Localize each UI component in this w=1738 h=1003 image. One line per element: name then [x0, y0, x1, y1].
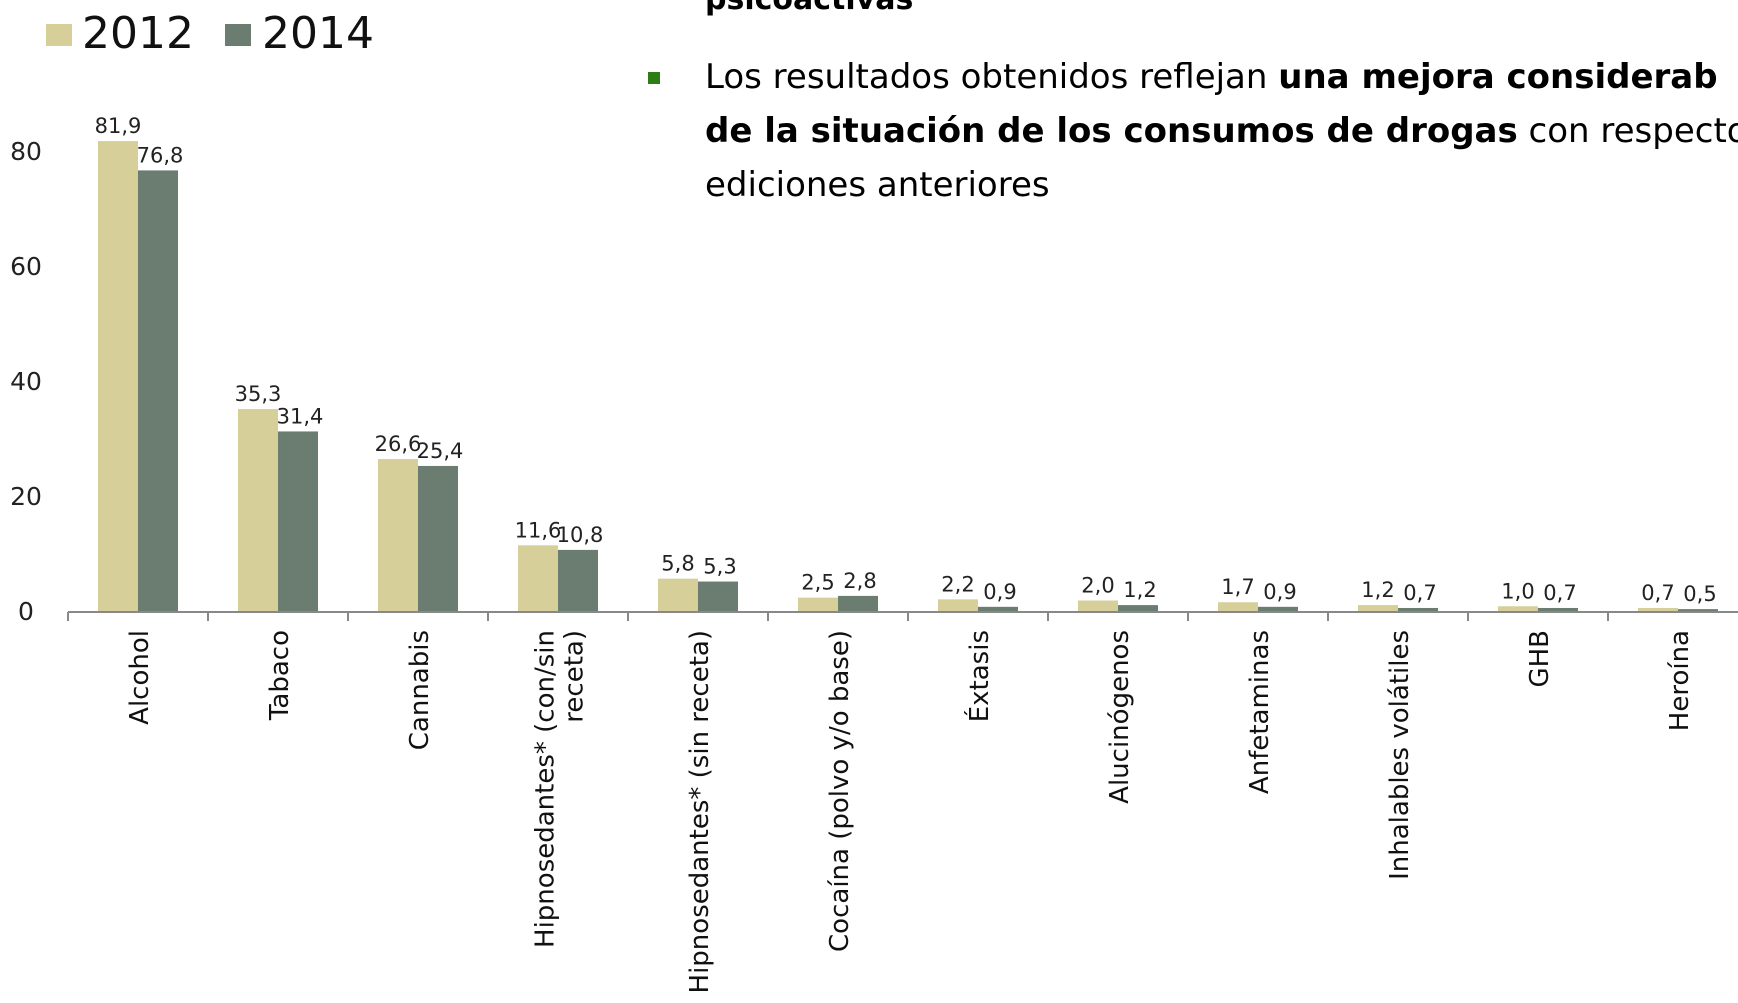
bullet-line-3-normal: ediciones anteriores — [705, 165, 1050, 205]
y-tick-label-80: 80 — [10, 137, 42, 166]
data-label-2012-11: 0,7 — [1641, 581, 1674, 605]
data-label-2014-8: 0,9 — [1263, 580, 1296, 604]
x-category-label-7-line-0: Alucinógenos — [1105, 630, 1135, 804]
bar-2014-7 — [1118, 605, 1158, 612]
x-category-label-11-line-0: Heroína — [1665, 630, 1695, 731]
x-category-label-8-line-0: Anfetaminas — [1245, 630, 1275, 794]
data-label-2014-4: 5,3 — [703, 555, 736, 579]
data-label-2014-7: 1,2 — [1123, 578, 1156, 602]
data-label-2014-3: 10,8 — [557, 523, 604, 547]
y-tick-label-20: 20 — [10, 482, 42, 511]
bar-2012-7 — [1078, 600, 1118, 612]
y-tick-label-0: 0 — [18, 597, 34, 626]
data-label-2012-3: 11,6 — [515, 518, 562, 542]
x-category-label-3-line-1: receta) — [560, 630, 590, 723]
x-category-label-0: Alcohol — [125, 630, 155, 725]
data-label-2014-5: 2,8 — [843, 569, 876, 593]
x-category-label-9: Inhalables volátiles — [1385, 630, 1415, 880]
bar-2012-9 — [1358, 605, 1398, 612]
x-category-label-0-line-0: Alcohol — [125, 630, 155, 725]
bar-2014-11 — [1678, 609, 1718, 612]
data-label-2012-10: 1,0 — [1501, 579, 1534, 603]
x-category-label-10-line-0: GHB — [1525, 630, 1555, 688]
bar-2012-1 — [238, 409, 278, 612]
bar-2014-10 — [1538, 607, 1578, 612]
bar-2014-3 — [558, 549, 598, 612]
bar-2012-2 — [378, 459, 418, 612]
x-category-label-1: Tabaco — [265, 630, 295, 721]
bullet-line-1-bold: una mejora considerab — [1278, 57, 1718, 97]
legend-swatch-2014 — [225, 24, 251, 46]
x-category-label-1-line-0: Tabaco — [265, 630, 295, 721]
data-label-2014-9: 0,7 — [1403, 581, 1436, 605]
x-category-label-6: Éxtasis — [963, 630, 995, 722]
data-label-2014-0: 76,8 — [137, 143, 184, 167]
x-category-label-5-line-0: Cocaína (polvo y/o base) — [825, 630, 855, 952]
bar-2012-6 — [938, 599, 978, 612]
y-tick-label-40: 40 — [10, 367, 42, 396]
data-label-2014-10: 0,7 — [1543, 581, 1576, 605]
data-label-2012-1: 35,3 — [235, 382, 282, 406]
x-category-label-2-line-0: Cannabis — [405, 630, 435, 750]
y-tick-label-60: 60 — [10, 252, 42, 281]
bar-2012-11 — [1638, 607, 1678, 612]
data-label-2012-2: 26,6 — [375, 432, 422, 456]
bar-2012-8 — [1218, 602, 1258, 612]
x-category-label-6-line-0: Éxtasis — [963, 630, 995, 722]
bullet-line-3: ediciones anteriores — [705, 158, 1738, 212]
bar-2012-5 — [798, 597, 838, 612]
bar-2014-5 — [838, 595, 878, 612]
bullet-line-1-normal: Los resultados obtenidos reflejan — [705, 57, 1279, 97]
bar-2014-9 — [1398, 607, 1438, 612]
x-category-label-5: Cocaína (polvo y/o base) — [825, 630, 855, 952]
bullet-line-1: Los resultados obtenidos reflejan una me… — [705, 50, 1738, 104]
x-category-label-10: GHB — [1525, 630, 1555, 688]
x-category-label-7: Alucinógenos — [1105, 630, 1135, 804]
bar-2014-4 — [698, 581, 738, 612]
data-label-2012-5: 2,5 — [801, 571, 834, 595]
x-category-label-9-line-0: Inhalables volátiles — [1385, 630, 1415, 880]
legend-label-2012: 2012 — [82, 8, 194, 59]
bar-2012-10 — [1498, 606, 1538, 612]
bar-2012-0 — [98, 141, 138, 612]
data-label-2012-6: 2,2 — [941, 572, 974, 596]
data-label-2014-6: 0,9 — [983, 580, 1016, 604]
data-label-2012-8: 1,7 — [1221, 575, 1254, 599]
x-category-label-4: Hipnosedantes* (sin receta) — [685, 630, 715, 993]
bar-2014-0 — [138, 170, 178, 612]
data-label-2014-2: 25,4 — [417, 439, 464, 463]
bar-2014-6 — [978, 606, 1018, 612]
bar-2014-2 — [418, 465, 458, 612]
bar-2014-8 — [1258, 606, 1298, 612]
data-label-2012-7: 2,0 — [1081, 574, 1114, 598]
x-category-label-4-line-0: Hipnosedantes* (sin receta) — [685, 630, 715, 993]
x-category-label-3: Hipnosedantes* (con/sin receta) — [531, 630, 590, 948]
bar-2012-4 — [658, 578, 698, 612]
data-label-2014-11: 0,5 — [1683, 582, 1716, 606]
legend-label-2014: 2014 — [262, 8, 374, 59]
x-category-label-8: Anfetaminas — [1245, 630, 1275, 794]
x-category-label-2: Cannabis — [405, 630, 435, 750]
bar-2012-3 — [518, 545, 558, 612]
bullet-line-2-normal: con respecto — [1517, 111, 1738, 151]
bullet-text: Los resultados obtenidos reflejan una me… — [705, 50, 1738, 212]
legend-swatch-2012 — [46, 24, 72, 46]
x-category-label-3-line-0: Hipnosedantes* (con/sin — [531, 630, 561, 948]
data-label-2012-4: 5,8 — [661, 552, 694, 576]
data-label-2012-9: 1,2 — [1361, 578, 1394, 602]
bullet-marker — [648, 72, 660, 84]
bar-2014-1 — [278, 431, 318, 612]
bullet-line-2: de la situación de los consumos de droga… — [705, 104, 1738, 158]
data-label-2012-0: 81,9 — [95, 114, 142, 138]
bullet-line-2-bold: de la situación de los consumos de droga… — [705, 111, 1518, 151]
x-category-label-11: Heroína — [1665, 630, 1695, 731]
data-label-2014-1: 31,4 — [277, 404, 324, 428]
heading-fragment: psicoactivas — [705, 0, 913, 20]
